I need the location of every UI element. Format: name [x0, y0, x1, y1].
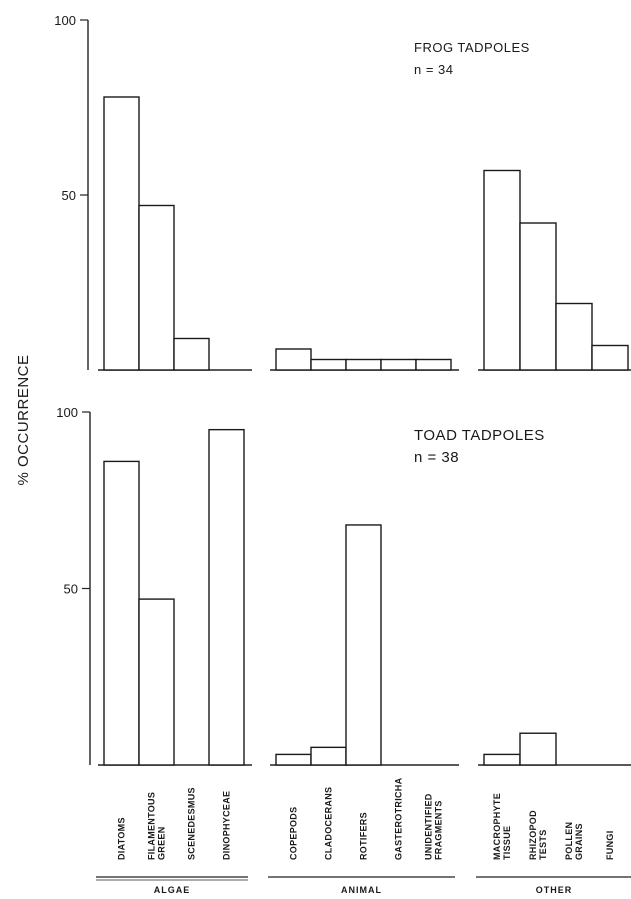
frog-bar-scenedesmus — [173, 337, 210, 371]
group-label-algae: ALGAE — [154, 885, 191, 895]
category-label-cladocerans: CLADOCERANS — [324, 787, 334, 860]
frog-bar-copepods — [275, 348, 312, 371]
frog-bar-diatoms — [103, 96, 140, 371]
y-axis-label: % OCCURRENCE — [15, 354, 32, 485]
toad-panel-title: TOAD TADPOLES — [414, 427, 545, 444]
toad-bar-rotifers — [345, 524, 382, 766]
frog-bar-pollen-grains — [555, 302, 593, 371]
frog-bar-rotifers — [345, 358, 382, 371]
frog-bar-filamentous-green — [138, 204, 175, 371]
frog-y-tick-label-50: 50 — [62, 188, 76, 203]
toad-bar-dinophyceae — [208, 428, 245, 766]
toad-y-tick-label-100: 100 — [56, 405, 78, 420]
group-label-animal: ANIMAL — [341, 885, 382, 895]
category-label-diatoms: DIATOMS — [117, 817, 127, 860]
category-label-unidentified-fragments: UNIDENTIFIEDFRAGMENTS — [424, 793, 444, 860]
category-label-fungi: FUNGI — [605, 831, 615, 861]
category-label-scenedesmus: SCENEDESMUS — [187, 787, 197, 860]
toad-panel-n: n = 38 — [414, 449, 459, 466]
category-label-filamentous-green: FILAMENTOUSGREEN — [147, 792, 167, 860]
frog-bar-macrophyte-tissue — [483, 169, 521, 371]
frog-panel-n: n = 34 — [414, 62, 454, 77]
category-label-pollen-grains: POLLENGRAINS — [564, 822, 584, 860]
toad-bar-copepods — [275, 753, 312, 766]
frog-bar-gasterotricha — [380, 358, 417, 371]
category-label-rhizopod-tests: RHIZOPODTESTS — [528, 810, 548, 860]
frog-y-tick-label-100: 100 — [54, 13, 76, 28]
category-label-copepods: COPEPODS — [289, 807, 299, 860]
toad-bar-diatoms — [103, 460, 140, 766]
toad-bar-macrophyte-tissue — [483, 753, 521, 766]
frog-bar-rhizopod-tests — [519, 222, 557, 371]
frog-bar-cladocerans — [310, 358, 347, 371]
category-label-dinophyceae: DINOPHYCEAE — [222, 791, 232, 860]
category-label-macrophyte-tissue: MACROPHYTETISSUE — [492, 793, 512, 860]
toad-y-tick-label-50: 50 — [64, 582, 78, 597]
category-label-rotifers: ROTIFERS — [359, 812, 369, 860]
category-label-gasterotricha: GASTEROTRICHA — [394, 777, 404, 860]
frog-bar-unidentified-fragments — [415, 358, 452, 371]
frog-bar-fungi — [591, 344, 629, 371]
toad-bar-filamentous-green — [138, 598, 175, 766]
group-label-other: OTHER — [536, 885, 573, 895]
toad-bar-rhizopod-tests — [519, 732, 557, 766]
frog-panel-title: FROG TADPOLES — [414, 40, 530, 55]
toad-bar-cladocerans — [310, 746, 347, 766]
